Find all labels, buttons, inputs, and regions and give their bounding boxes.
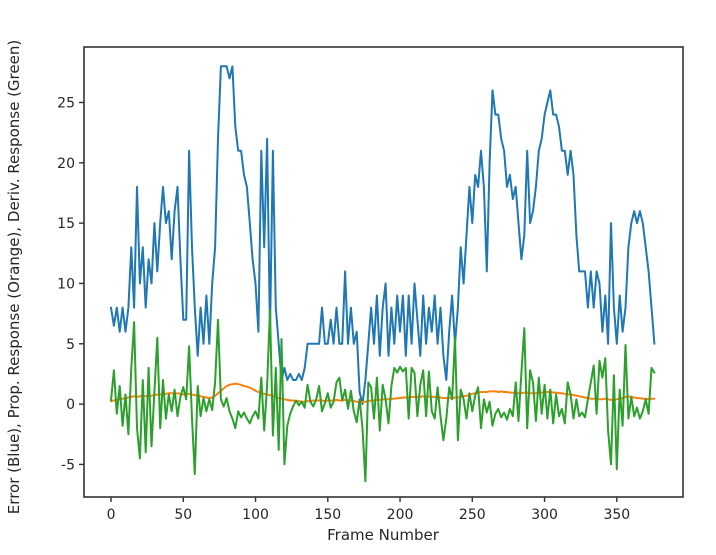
y-tick-label: 5 — [66, 337, 75, 353]
y-tick-label: 20 — [57, 156, 75, 172]
y-tick-label: 15 — [57, 216, 75, 232]
y-tick-label: 25 — [57, 95, 75, 111]
y-tick-label: 0 — [66, 397, 75, 413]
y-axis: -5 0 5 10 15 20 25 — [57, 95, 84, 473]
plot-background — [84, 47, 683, 497]
x-axis-label: Frame Number — [327, 526, 440, 544]
x-tick-label: 300 — [531, 507, 558, 523]
x-axis: 0 50 100 150 200 250 300 350 — [107, 497, 630, 523]
y-axis-label: Error (Blue), Prop. Response (Orange), D… — [5, 40, 23, 514]
x-tick-label: 100 — [242, 507, 269, 523]
series-lines — [110, 65, 656, 483]
x-tick-label: 350 — [603, 507, 630, 523]
y-tick-label: 10 — [57, 276, 75, 292]
x-tick-label: 200 — [387, 507, 414, 523]
y-tick-label: -5 — [61, 457, 75, 473]
plot-border — [83, 46, 684, 498]
x-tick-label: 150 — [314, 507, 341, 523]
deriv-response-series-line — [110, 309, 656, 483]
x-tick-label: 0 — [107, 507, 116, 523]
x-tick-label: 50 — [174, 507, 192, 523]
x-tick-label: 250 — [459, 507, 486, 523]
error-series-line — [110, 65, 656, 406]
